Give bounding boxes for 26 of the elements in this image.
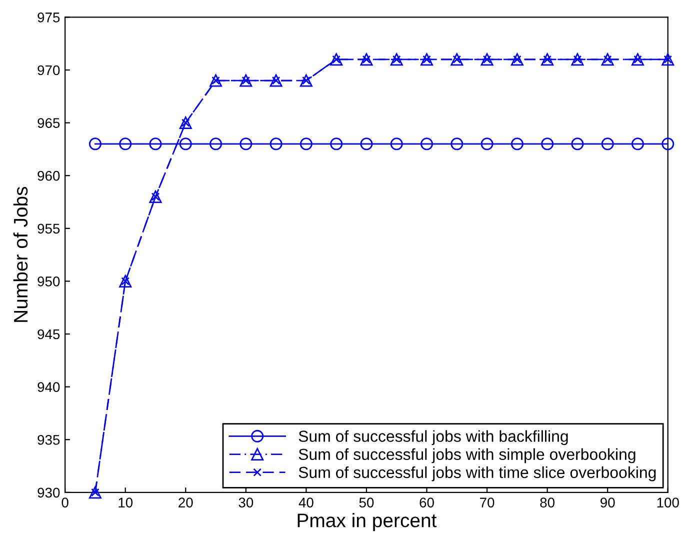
x-tick-label: 70 — [480, 498, 494, 508]
y-tick-label: 935 — [38, 434, 60, 445]
x-tick-label: 100 — [657, 498, 679, 508]
x-tick-label: 90 — [600, 498, 615, 508]
x-tick-label: 50 — [359, 498, 374, 508]
x-tick-label: 10 — [118, 498, 133, 508]
x-tick-label: 80 — [540, 498, 554, 508]
x-axis-title: Pmax in percent — [298, 513, 437, 532]
legend-label: Sum of successful jobs with time slice overbooking — [298, 466, 656, 482]
x-tick-label: 0 — [62, 498, 68, 508]
y-tick-label: 950 — [38, 276, 60, 286]
y-tick-label: 945 — [38, 329, 60, 340]
legend-label: Sum of successful jobs with backfilling — [298, 430, 568, 446]
x-tick-label: 20 — [178, 498, 193, 508]
y-tick-label: 970 — [38, 65, 60, 76]
x-tick-label: 40 — [298, 498, 314, 508]
y-axis-title: Number of Jobs — [13, 186, 28, 322]
y-tick-label: 960 — [38, 170, 60, 181]
legend-label: Sum of successful jobs with simple overbooking — [298, 448, 636, 464]
x-tick-label: 60 — [420, 498, 434, 508]
y-tick-label: 975 — [38, 12, 60, 22]
y-tick-label: 965 — [38, 118, 60, 128]
y-tick-label: 930 — [38, 488, 60, 498]
y-tick-label: 940 — [38, 382, 60, 392]
y-tick-label: 955 — [38, 224, 60, 234]
x-tick-label: 30 — [238, 498, 254, 508]
